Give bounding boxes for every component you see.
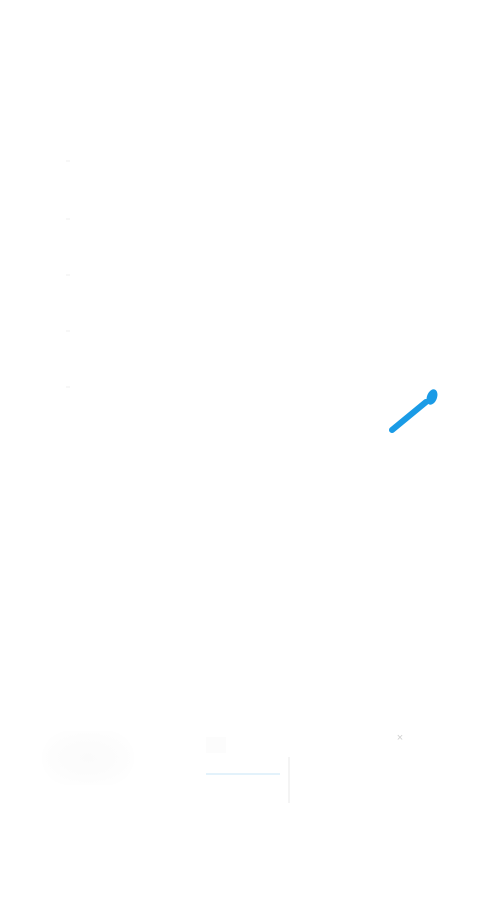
- bottom-toolbar: ×: [0, 715, 500, 805]
- faint-guide-mark: [66, 330, 70, 332]
- close-icon[interactable]: ×: [396, 732, 404, 744]
- pin-cursor-icon: [386, 382, 442, 438]
- faint-guide-mark: [66, 160, 70, 162]
- faint-guide-mark: [66, 218, 70, 220]
- text-input-field[interactable]: [204, 729, 290, 803]
- faint-guide-mark: [66, 274, 70, 276]
- avatar[interactable]: [42, 731, 134, 785]
- field-caret: [288, 757, 290, 803]
- faint-guide-mark: [66, 386, 70, 388]
- field-placeholder-block: [206, 737, 226, 753]
- field-underline: [206, 773, 280, 775]
